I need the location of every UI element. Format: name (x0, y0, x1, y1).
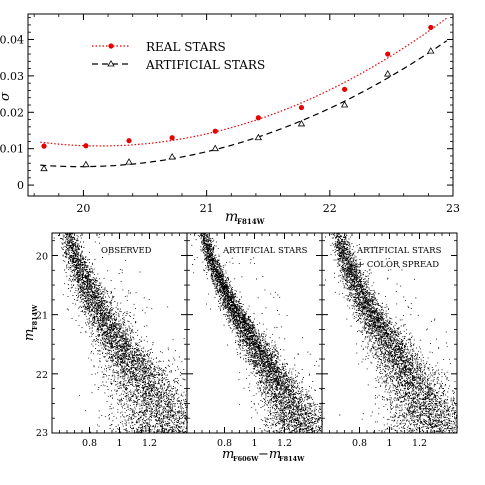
legend-artificial-label: ARTIFICIAL STARS (145, 58, 265, 72)
sigma-x-tick-label: 21 (200, 202, 214, 215)
sigma-y-tick-label: 0 (17, 179, 24, 192)
real-stars-point (169, 135, 175, 141)
cmd-axes: 0.8 1 1.2 0.8 1 1.2 0.8 1 1.2 20 21 22 23 (36, 233, 457, 449)
cmd-stars-observed (53, 232, 188, 434)
real-stars-point (212, 128, 218, 134)
cmd-x-axis-label-m1: m (222, 447, 234, 462)
artificial-stars-point (384, 70, 392, 77)
artificial-stars-point (211, 144, 219, 152)
cmd-x-tick-label: 0.8 (82, 438, 97, 449)
sigma-x-axis-label-main: m (225, 209, 238, 225)
artificial-stars-point (125, 158, 133, 165)
cmd-panel-spread-frame (321, 232, 458, 434)
sigma-y-tick-label: 0.02 (0, 106, 24, 119)
sigma-axes: 20 21 22 23 0 0.01 0.02 0.03 0.04 (0, 14, 460, 215)
sigma-x-tick-label: 23 (446, 202, 460, 215)
sigma-y-axis-label: σ (0, 91, 13, 101)
sigma-x-tick-label: 22 (323, 202, 337, 215)
artificial-stars-point (168, 153, 176, 160)
real-stars-point (428, 24, 434, 31)
sigma-y-tick-label: 0.01 (0, 143, 24, 156)
sigma-plot-frame (27, 13, 454, 197)
artificial-stars-point (427, 47, 435, 54)
sigma-series (40, 17, 448, 172)
artificial-stars-point (40, 164, 48, 172)
real-stars-point (341, 86, 348, 92)
real-stars-point (255, 115, 261, 121)
sigma-x-axis-label-sub: F814W (237, 217, 265, 226)
artificial-stars-point (297, 119, 306, 127)
panel-label-spread: ARTIFICIAL STARS (356, 246, 442, 256)
artificial-stars-point (82, 160, 90, 168)
cmd-star-points (53, 232, 458, 434)
cmd-y-tick-label: 23 (36, 428, 48, 439)
panel-label-observed: OBSERVED (101, 246, 152, 256)
cmd-x-tick-label: 0.8 (217, 438, 232, 449)
cmd-y-axis-label: m F814W (22, 304, 39, 341)
legend-artificial-marker (107, 59, 115, 67)
cmd-x-axis-label: m F606W −m F814W (222, 447, 305, 463)
sigma-y-tick-label: 0.04 (0, 33, 24, 46)
sigma-panel: 20 21 22 23 0 0.01 0.02 0.03 0.04 REAL STARS ART… (0, 13, 460, 226)
real-stars-point (126, 138, 132, 144)
cmd-stars-artificial (190, 232, 323, 434)
artificial-stars-point (254, 133, 263, 141)
real-stars-point (41, 143, 47, 149)
cmd-x-tick-label: 1.2 (412, 438, 427, 449)
cmd-panel-labels: OBSERVED ARTIFICIAL STARS ARTIFICIAL STA… (101, 246, 442, 270)
cmd-panel-observed-frame (51, 232, 188, 434)
real-stars-point (83, 143, 89, 149)
cmd-x-axis-label-m2: −m (258, 447, 281, 462)
panel-label-artificial: ARTIFICIAL STARS (222, 246, 308, 256)
cmd-x-tick-label: 1.2 (277, 438, 292, 449)
cmd-x-tick-label: 1.2 (142, 438, 157, 449)
cmd-x-tick-label: 1 (386, 438, 392, 449)
cmd-x-tick-label: 1 (251, 438, 257, 449)
cmd-y-tick-label: 21 (36, 311, 48, 322)
real-stars-fit-line (40, 17, 448, 147)
cmd-y-axis-label-main: m (22, 329, 37, 341)
real-stars-point (298, 104, 305, 111)
cmd-x-tick-label: 0.8 (352, 438, 367, 449)
artificial-stars-point (340, 100, 349, 108)
cmd-x-tick-label: 1 (116, 438, 122, 449)
cmd-y-tick-label: 20 (36, 251, 48, 262)
cmd-x-axis-label-sub1: F606W (233, 455, 259, 463)
cmd-x-axis-label-sub2: F814W (279, 455, 305, 463)
sigma-x-tick-label: 20 (76, 202, 90, 215)
panel-label-spread-line2: + COLOR SPREAD (357, 260, 439, 270)
real-stars-point (385, 51, 391, 57)
cmd-y-axis-label-sub: F814W (31, 304, 39, 330)
legend-real-marker (108, 43, 114, 49)
legend-real-label: REAL STARS (146, 40, 226, 54)
artificial-stars-fit-line (40, 40, 448, 168)
cmd-panels: 0.8 1 1.2 0.8 1 1.2 0.8 1 1.2 20 21 22 23 OBSERVED A… (22, 232, 458, 463)
sigma-x-axis-label: m F814W (225, 209, 265, 226)
cmd-y-tick-label: 22 (36, 370, 48, 381)
cmd-stars-spread (325, 232, 458, 434)
sigma-y-tick-label: 0.03 (0, 70, 24, 83)
legend: REAL STARS ARTIFICIAL STARS (92, 40, 265, 72)
